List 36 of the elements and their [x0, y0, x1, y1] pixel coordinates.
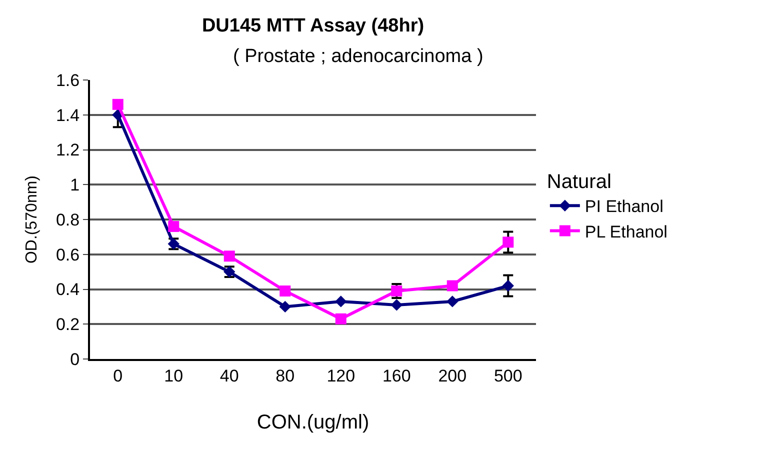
x-tick-label: 200	[438, 366, 467, 386]
point	[502, 236, 514, 248]
y-tick-label: 0.8	[56, 210, 80, 230]
x-tick-label: 0	[113, 366, 123, 386]
x-tick-label: 120	[326, 366, 356, 386]
chart-title: DU145 MTT Assay (48hr)	[202, 16, 424, 37]
point	[390, 299, 402, 311]
y-tick-label: 0.2	[56, 315, 80, 334]
point	[168, 220, 180, 232]
y-tick-label: 1.4	[56, 106, 80, 125]
point	[502, 280, 514, 292]
x-tick-label: 500	[494, 366, 522, 386]
y-tick-label: 1	[70, 176, 80, 195]
point	[335, 296, 347, 308]
point	[224, 250, 235, 262]
chart-subtitle: ( Prostate ; adenocarcinoma )	[233, 46, 484, 67]
legend-label: PL Ethanol	[584, 222, 668, 242]
point	[335, 313, 346, 324]
legend-label: PI Ethanol	[584, 197, 664, 216]
y-tick-label: 0	[70, 350, 80, 369]
x-tick-label: 160	[382, 366, 411, 386]
point	[112, 98, 124, 110]
legend-title: Natural	[546, 171, 612, 194]
y-tick-label: 0.6	[56, 245, 80, 264]
point	[279, 300, 291, 313]
y-tick-label: 1.2	[56, 140, 80, 160]
y-axis-title: OD.(570nm)	[23, 175, 40, 264]
point	[446, 280, 458, 292]
y-tick-label: 1.6	[56, 70, 80, 90]
point	[446, 296, 458, 308]
x-axis-title: CON.(ug/ml)	[256, 411, 370, 434]
x-tick-label: 40	[220, 366, 239, 386]
y-tick-label: 0.4	[56, 280, 80, 300]
x-tick-label: 80	[276, 366, 295, 386]
x-tick-label: 10	[164, 366, 184, 386]
point	[280, 285, 291, 296]
